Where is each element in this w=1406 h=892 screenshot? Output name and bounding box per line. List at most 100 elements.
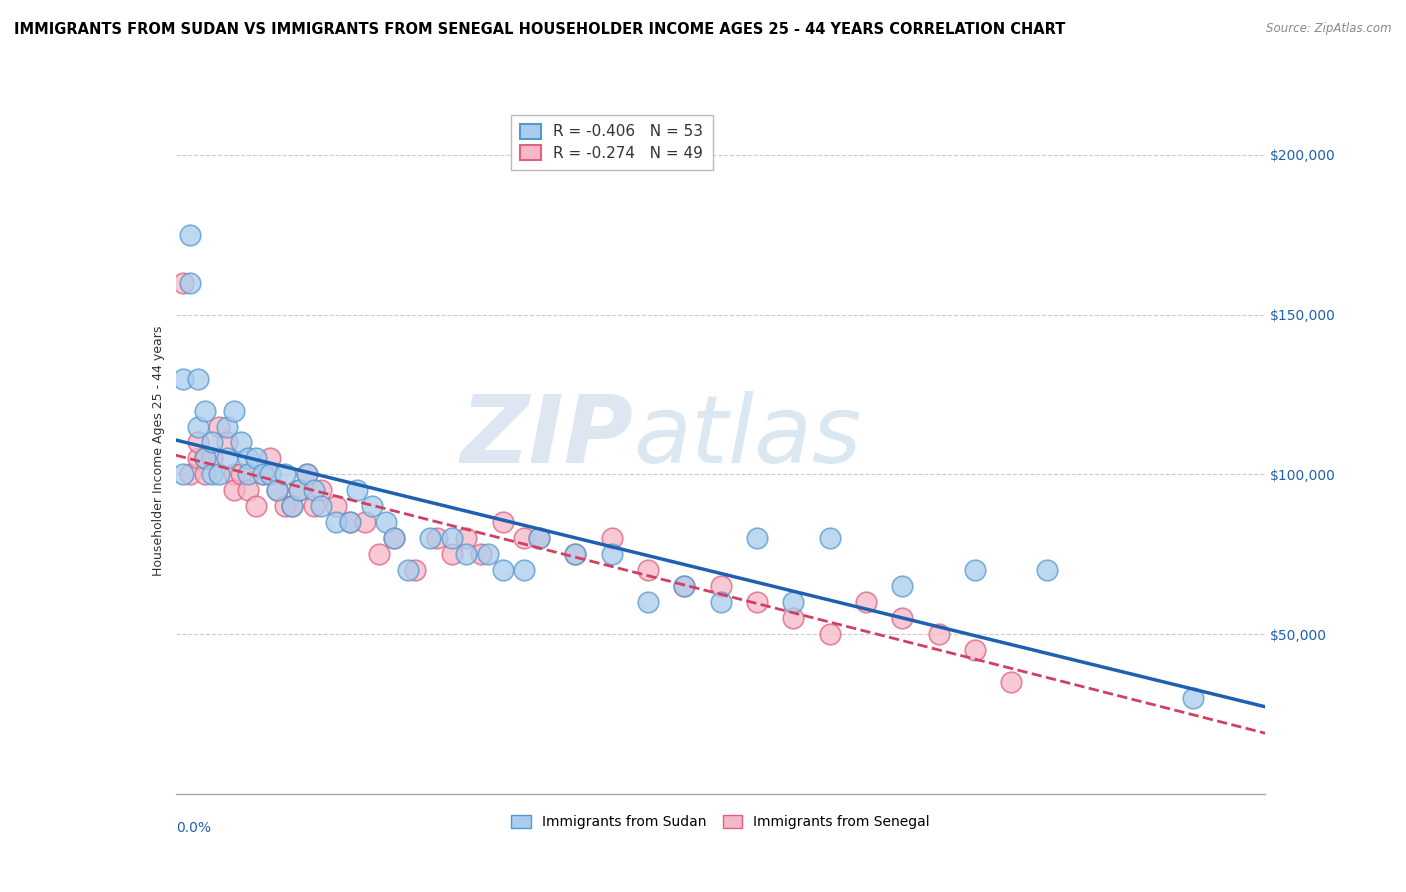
Point xyxy=(201,435,224,450)
Point xyxy=(238,483,260,498)
Point xyxy=(818,531,841,545)
Point xyxy=(360,500,382,514)
Point xyxy=(281,500,304,514)
Point xyxy=(222,403,245,417)
Point xyxy=(172,276,194,290)
Point xyxy=(339,516,361,530)
Point xyxy=(186,435,209,450)
Point xyxy=(368,547,391,561)
Point xyxy=(302,500,325,514)
Point xyxy=(353,516,375,530)
Point xyxy=(405,563,427,577)
Point xyxy=(179,276,201,290)
Text: Source: ZipAtlas.com: Source: ZipAtlas.com xyxy=(1267,22,1392,36)
Point xyxy=(527,531,550,545)
Point xyxy=(963,563,986,577)
Point xyxy=(710,595,733,609)
Text: IMMIGRANTS FROM SUDAN VS IMMIGRANTS FROM SENEGAL HOUSEHOLDER INCOME AGES 25 - 44: IMMIGRANTS FROM SUDAN VS IMMIGRANTS FROM… xyxy=(14,22,1066,37)
Point xyxy=(215,435,238,450)
Point xyxy=(745,595,768,609)
Point xyxy=(426,531,449,545)
Point xyxy=(710,579,733,593)
Point xyxy=(208,467,231,482)
Point xyxy=(231,435,253,450)
Point xyxy=(238,467,260,482)
Point xyxy=(186,371,209,385)
Point xyxy=(186,451,209,466)
Point xyxy=(673,579,696,593)
Point xyxy=(1000,675,1022,690)
Point xyxy=(564,547,586,561)
Point xyxy=(325,516,347,530)
Point xyxy=(456,547,478,561)
Point xyxy=(477,547,499,561)
Point xyxy=(440,547,463,561)
Point xyxy=(252,467,274,482)
Point xyxy=(215,419,238,434)
Point xyxy=(172,371,194,385)
Point xyxy=(339,516,361,530)
Point xyxy=(222,483,245,498)
Point xyxy=(564,547,586,561)
Point xyxy=(295,467,318,482)
Point xyxy=(194,451,217,466)
Point xyxy=(513,531,536,545)
Point xyxy=(231,467,253,482)
Point xyxy=(440,531,463,545)
Point xyxy=(673,579,696,593)
Point xyxy=(208,419,231,434)
Point xyxy=(302,483,325,498)
Point xyxy=(782,595,804,609)
Point xyxy=(266,483,288,498)
Point xyxy=(382,531,405,545)
Point xyxy=(186,419,209,434)
Point xyxy=(259,451,281,466)
Point xyxy=(274,500,297,514)
Point xyxy=(527,531,550,545)
Point xyxy=(274,467,297,482)
Y-axis label: Householder Income Ages 25 - 44 years: Householder Income Ages 25 - 44 years xyxy=(152,326,165,575)
Point xyxy=(818,627,841,641)
Point xyxy=(245,451,267,466)
Point xyxy=(281,500,304,514)
Legend: Immigrants from Sudan, Immigrants from Senegal: Immigrants from Sudan, Immigrants from S… xyxy=(506,810,935,835)
Point xyxy=(288,483,311,498)
Point xyxy=(201,451,224,466)
Point xyxy=(396,563,419,577)
Point xyxy=(215,451,238,466)
Point xyxy=(194,467,217,482)
Point xyxy=(456,531,478,545)
Point xyxy=(637,595,659,609)
Point xyxy=(179,227,201,242)
Point xyxy=(325,500,347,514)
Point xyxy=(309,483,332,498)
Point xyxy=(252,467,274,482)
Point xyxy=(963,643,986,657)
Point xyxy=(346,483,368,498)
Point xyxy=(266,483,288,498)
Point xyxy=(375,516,398,530)
Point xyxy=(179,467,201,482)
Point xyxy=(637,563,659,577)
Text: atlas: atlas xyxy=(633,392,862,483)
Point xyxy=(492,516,515,530)
Point xyxy=(513,563,536,577)
Point xyxy=(492,563,515,577)
Point xyxy=(288,483,311,498)
Point xyxy=(1181,691,1204,706)
Text: 0.0%: 0.0% xyxy=(176,822,211,835)
Point xyxy=(419,531,441,545)
Point xyxy=(600,547,623,561)
Point xyxy=(194,451,217,466)
Point xyxy=(382,531,405,545)
Point xyxy=(309,500,332,514)
Point xyxy=(891,579,914,593)
Point xyxy=(245,500,267,514)
Point xyxy=(600,531,623,545)
Point xyxy=(238,451,260,466)
Point xyxy=(1036,563,1059,577)
Point xyxy=(891,611,914,625)
Point xyxy=(222,467,245,482)
Point xyxy=(782,611,804,625)
Text: ZIP: ZIP xyxy=(461,391,633,483)
